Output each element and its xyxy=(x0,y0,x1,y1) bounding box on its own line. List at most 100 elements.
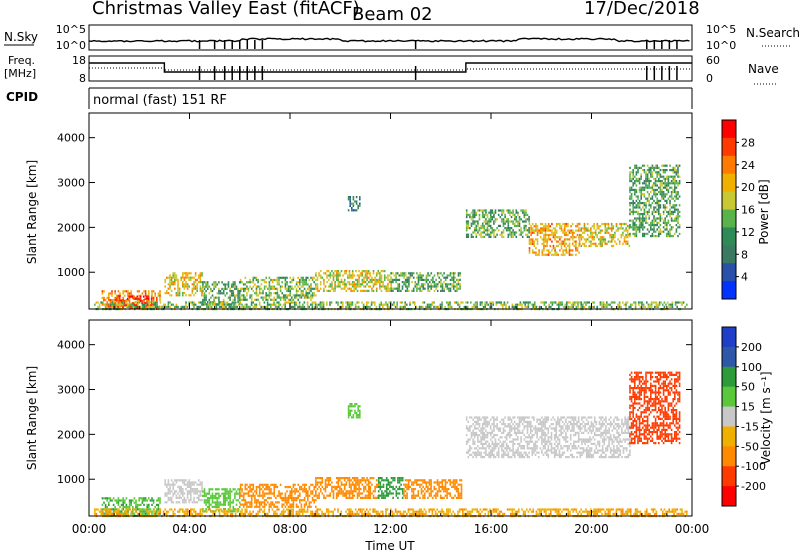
data-cell xyxy=(659,219,662,222)
data-cell xyxy=(372,278,375,281)
data-cell xyxy=(354,405,356,408)
data-cell xyxy=(292,294,295,297)
data-cell xyxy=(183,283,186,286)
data-cell xyxy=(661,193,663,196)
data-cell xyxy=(287,287,290,290)
data-cell xyxy=(218,298,220,301)
data-cell xyxy=(194,281,197,284)
data-cell xyxy=(481,447,484,450)
data-cell xyxy=(313,485,315,489)
data-cell xyxy=(577,301,579,304)
data-cell xyxy=(193,281,195,284)
data-cell xyxy=(406,483,408,486)
data-cell xyxy=(653,199,655,202)
data-cell xyxy=(208,497,211,500)
data-cell xyxy=(653,188,655,191)
data-cell xyxy=(486,216,489,219)
data-cell xyxy=(378,303,381,306)
nsearch-tick-bottom: 10^0 xyxy=(706,39,736,52)
data-cell xyxy=(351,285,354,288)
data-cell xyxy=(390,289,393,292)
data-cell xyxy=(144,297,147,300)
data-cell xyxy=(446,287,449,290)
data-cell xyxy=(159,497,161,500)
data-cell xyxy=(610,225,613,228)
data-cell xyxy=(635,232,638,235)
data-cell xyxy=(454,285,457,288)
colorbar-segment xyxy=(722,173,736,193)
data-cell xyxy=(348,479,351,482)
data-cell xyxy=(601,236,603,239)
data-cell xyxy=(612,227,615,230)
power-data xyxy=(94,164,688,311)
data-cell xyxy=(545,305,547,308)
data-cell xyxy=(234,303,237,306)
data-cell xyxy=(646,301,648,304)
data-cell xyxy=(358,278,360,281)
data-cell xyxy=(350,496,352,499)
data-cell xyxy=(409,301,411,304)
data-cell xyxy=(205,499,207,502)
data-cell xyxy=(294,492,296,495)
data-cell xyxy=(156,510,158,513)
data-cell xyxy=(642,169,644,172)
data-cell xyxy=(316,287,319,290)
data-cell xyxy=(591,231,594,234)
data-cell xyxy=(148,303,150,306)
data-cell xyxy=(443,276,445,279)
nsky-strip: N.Sky 10^5 10^0 10^5 10^0 N.Search xyxy=(4,23,800,52)
data-cell xyxy=(356,289,359,292)
data-cell xyxy=(385,303,387,306)
data-cell xyxy=(527,305,530,308)
data-cell xyxy=(196,496,198,499)
data-cell xyxy=(263,285,266,288)
data-cell xyxy=(324,496,327,499)
data-cell xyxy=(504,222,506,225)
data-cell xyxy=(148,305,150,308)
data-cell xyxy=(206,287,209,290)
data-cell xyxy=(329,276,332,279)
data-cell xyxy=(112,305,115,308)
data-cell xyxy=(369,305,371,308)
data-cell xyxy=(473,416,476,419)
data-cell xyxy=(536,233,539,237)
data-cell xyxy=(469,416,471,419)
data-cell xyxy=(335,285,338,288)
data-cell xyxy=(643,171,646,174)
data-cell xyxy=(575,236,577,239)
data-cell xyxy=(436,272,439,275)
data-cell xyxy=(585,238,587,241)
data-cell xyxy=(455,488,458,491)
data-cell xyxy=(384,490,386,493)
data-cell xyxy=(366,490,368,493)
data-cell xyxy=(278,305,280,308)
data-cell xyxy=(133,297,135,300)
data-cell xyxy=(214,501,217,504)
data-cell xyxy=(640,166,642,169)
data-cell xyxy=(257,501,259,504)
data-cell xyxy=(646,164,649,167)
data-cell xyxy=(224,494,227,497)
data-cell xyxy=(337,276,340,279)
data-cell xyxy=(632,206,634,209)
data-cell xyxy=(340,281,343,284)
data-cell xyxy=(279,276,282,279)
data-cell xyxy=(205,492,207,495)
data-cell xyxy=(331,270,333,273)
data-cell xyxy=(164,479,166,482)
data-cell xyxy=(144,510,147,513)
data-cell xyxy=(659,228,662,231)
data-cell xyxy=(254,303,256,306)
data-cell xyxy=(175,276,178,279)
data-cell xyxy=(561,303,563,306)
data-cell xyxy=(364,479,367,482)
data-cell xyxy=(175,294,178,297)
data-cell xyxy=(404,285,407,288)
data-cell xyxy=(282,303,285,306)
data-cell xyxy=(449,305,451,308)
y-tick-label: 4000 xyxy=(57,132,85,145)
data-cell xyxy=(417,274,420,277)
data-cell xyxy=(669,164,671,167)
data-cell xyxy=(582,242,584,245)
data-cell xyxy=(575,244,577,248)
